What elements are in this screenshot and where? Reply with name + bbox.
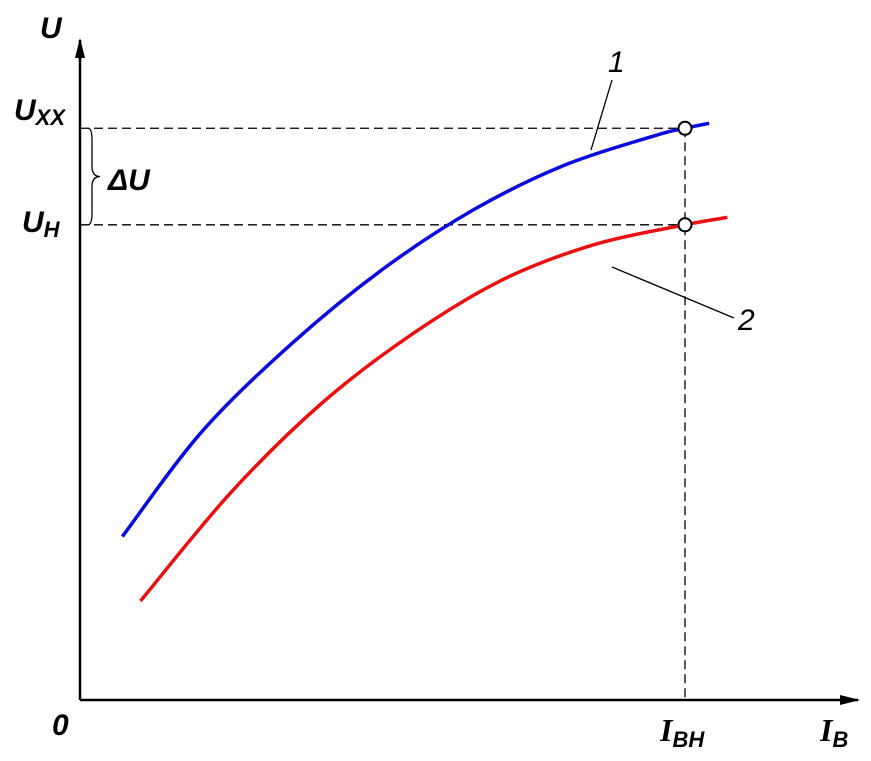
y-axis-label: U — [40, 12, 63, 45]
series-1-label: 1 — [608, 46, 625, 79]
series-2-leader-line — [611, 266, 735, 319]
i-vn-label-sub: BH — [672, 727, 705, 752]
series-2-curve — [139, 215, 728, 603]
x-axis-label-main: I — [819, 712, 834, 748]
u-n-label: UH — [22, 206, 61, 242]
x-axis-label: IB — [819, 712, 848, 752]
u-xx-label: UXX — [14, 94, 66, 130]
delta-u-label: ΔU — [107, 164, 151, 197]
series-1-leader-line — [590, 79, 613, 151]
u-xx-label-main: U — [14, 94, 37, 127]
i-vn-label: IBH — [659, 712, 705, 752]
x-axis-label-sub: B — [832, 727, 848, 752]
u-xx-label-sub: XX — [34, 105, 67, 130]
series-2-label: 2 — [737, 304, 755, 337]
u-n-label-main: U — [22, 206, 45, 239]
series-1-curve — [120, 121, 710, 538]
origin-label: 0 — [52, 709, 69, 742]
reference-lines — [80, 127, 686, 700]
marker-group — [677, 120, 693, 233]
u-n-label-sub: H — [44, 217, 61, 242]
delta-u-brace — [87, 127, 101, 226]
operating-point-marker-2 — [677, 217, 693, 233]
i-vn-label-main: I — [659, 712, 674, 748]
series-group — [120, 121, 728, 603]
operating-point-marker-1 — [677, 120, 693, 136]
